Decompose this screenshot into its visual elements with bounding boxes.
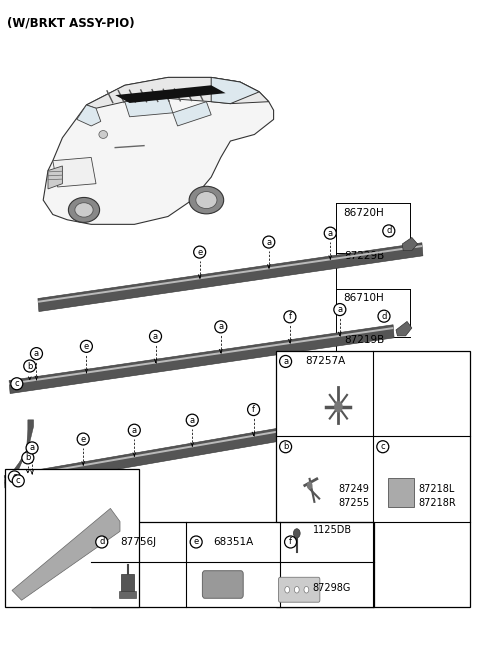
Text: 68351A: 68351A	[214, 537, 254, 547]
Polygon shape	[5, 420, 34, 488]
Polygon shape	[115, 85, 226, 103]
Bar	[121, 574, 134, 594]
Ellipse shape	[75, 203, 93, 217]
Text: d: d	[386, 226, 392, 236]
Text: 87249: 87249	[338, 483, 369, 494]
Text: c: c	[12, 472, 17, 482]
Polygon shape	[9, 327, 394, 385]
Bar	[276, 351, 470, 607]
Ellipse shape	[307, 482, 312, 489]
Bar	[388, 478, 414, 507]
Text: a: a	[266, 237, 271, 247]
Text: e: e	[84, 342, 89, 351]
Text: e: e	[193, 537, 199, 546]
Ellipse shape	[334, 401, 343, 413]
Text: a: a	[337, 305, 342, 314]
FancyBboxPatch shape	[203, 571, 243, 598]
Polygon shape	[4, 417, 346, 489]
Polygon shape	[173, 102, 211, 126]
Polygon shape	[125, 98, 173, 117]
Text: 87255: 87255	[338, 498, 370, 508]
Bar	[5, 469, 139, 607]
Text: f: f	[289, 537, 292, 546]
Text: a: a	[328, 229, 333, 237]
Text: c: c	[14, 379, 19, 388]
Text: c: c	[381, 442, 385, 451]
Text: (W/BRKT ASSY-PIO): (W/BRKT ASSY-PIO)	[7, 16, 135, 30]
Text: a: a	[190, 416, 195, 424]
Text: 1125DB: 1125DB	[312, 525, 352, 535]
Polygon shape	[48, 166, 62, 189]
Text: 87218L: 87218L	[419, 483, 455, 494]
Text: b: b	[27, 361, 33, 371]
Text: a: a	[34, 349, 39, 358]
Text: e: e	[81, 434, 86, 443]
Text: 87219B: 87219B	[344, 335, 384, 344]
Text: 86720H: 86720H	[343, 208, 384, 218]
Polygon shape	[77, 105, 101, 126]
Circle shape	[285, 586, 289, 593]
Polygon shape	[43, 77, 274, 224]
Bar	[91, 522, 374, 607]
Ellipse shape	[69, 197, 100, 222]
Bar	[119, 591, 136, 598]
Ellipse shape	[99, 131, 108, 138]
Polygon shape	[38, 245, 422, 303]
Circle shape	[294, 586, 299, 593]
Polygon shape	[4, 419, 346, 480]
FancyBboxPatch shape	[278, 577, 320, 602]
Text: a: a	[29, 443, 35, 453]
Text: 87257A: 87257A	[305, 356, 345, 367]
Polygon shape	[38, 243, 423, 312]
Text: 87756J: 87756J	[120, 537, 156, 547]
Text: e: e	[197, 247, 202, 256]
Text: 87218R: 87218R	[419, 498, 456, 508]
Ellipse shape	[189, 186, 224, 214]
Ellipse shape	[196, 192, 217, 209]
Ellipse shape	[293, 529, 300, 538]
Polygon shape	[211, 77, 259, 104]
Text: a: a	[283, 357, 288, 366]
Text: a: a	[132, 426, 137, 435]
Text: 87229B: 87229B	[344, 251, 384, 260]
Circle shape	[304, 586, 309, 593]
Text: f: f	[288, 312, 291, 321]
Text: a: a	[218, 322, 223, 331]
Text: 87298G: 87298G	[312, 583, 351, 593]
Text: 86710H: 86710H	[343, 293, 384, 303]
Text: b: b	[25, 453, 31, 462]
Polygon shape	[53, 157, 96, 187]
Text: a: a	[153, 332, 158, 341]
Text: d: d	[381, 312, 387, 321]
Polygon shape	[86, 77, 269, 108]
Polygon shape	[9, 325, 394, 394]
Polygon shape	[12, 508, 120, 600]
Text: b: b	[283, 442, 288, 451]
Text: f: f	[252, 405, 255, 414]
Polygon shape	[396, 321, 412, 336]
Polygon shape	[402, 237, 418, 251]
Text: c: c	[16, 476, 21, 485]
Text: d: d	[99, 537, 105, 546]
